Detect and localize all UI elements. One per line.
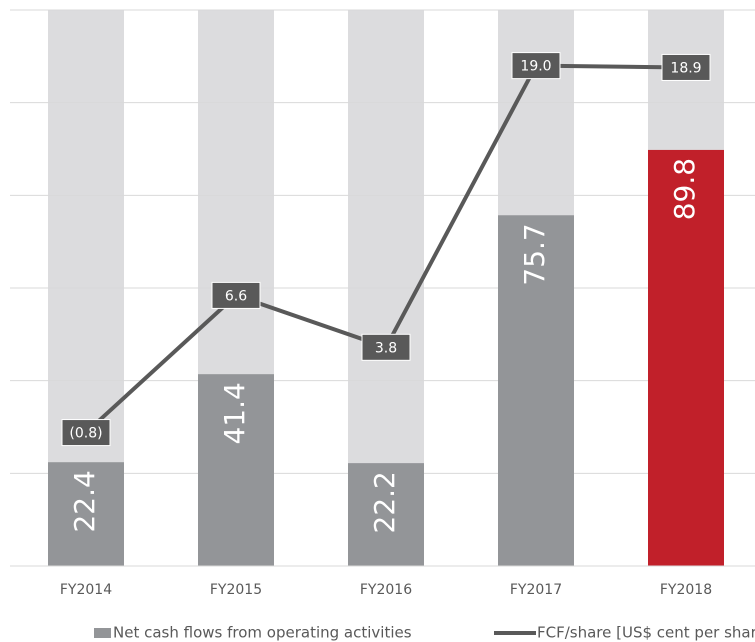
line-label-box (511, 52, 561, 80)
x-tick-label: FY2016 (360, 582, 412, 598)
bar-value-label: 41.4 (218, 382, 251, 444)
line-label-box (361, 333, 411, 361)
bar (48, 462, 124, 566)
bar-value-label: 22.4 (68, 470, 101, 532)
bar-value-label: 89.8 (668, 158, 701, 220)
bar-value-label: 75.7 (518, 223, 551, 285)
line-label-box (61, 419, 111, 447)
bar (198, 374, 274, 566)
line-value-label: (0.8) (69, 426, 102, 442)
x-tick-label: FY2015 (210, 582, 262, 598)
legend-label: FCF/share [US$ cent per share] (537, 624, 755, 642)
x-tick-label: FY2014 (60, 582, 112, 598)
x-tick-label: FY2018 (660, 582, 712, 598)
bar (348, 463, 424, 566)
x-tick-label: FY2017 (510, 582, 562, 598)
bar-value-label: 22.2 (368, 471, 401, 533)
line-value-label: 6.6 (225, 288, 247, 304)
line-value-label: 18.9 (670, 60, 701, 76)
bar (498, 215, 574, 567)
line-label-box (661, 53, 711, 81)
line-value-label: 19.0 (520, 59, 551, 75)
legend-swatch (94, 628, 111, 638)
line-label-box (211, 281, 261, 309)
bar (648, 149, 724, 566)
legend-label: Net cash flows from operating activities (113, 624, 412, 642)
line-value-label: 3.8 (375, 340, 397, 356)
